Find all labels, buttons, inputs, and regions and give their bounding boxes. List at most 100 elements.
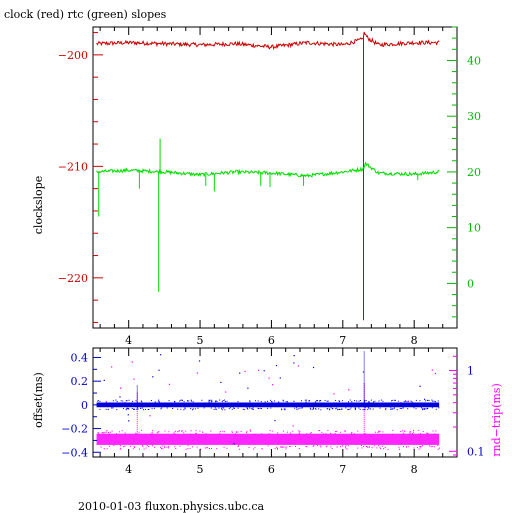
rndtrip-point — [179, 445, 181, 447]
offset-point — [284, 408, 286, 410]
offset-point — [405, 401, 407, 403]
offset-point — [338, 408, 340, 410]
offset-point — [125, 409, 127, 411]
rndtrip-point — [378, 445, 380, 447]
offset-point — [345, 407, 347, 409]
offset-point — [422, 408, 424, 410]
offset-point — [370, 399, 372, 401]
rndtrip-band — [96, 433, 440, 445]
rndtrip-point — [298, 432, 300, 434]
offset-point — [296, 407, 298, 409]
offset-outlier — [220, 381, 222, 384]
rndtrip-point — [376, 447, 378, 449]
offset-outlier — [293, 354, 295, 357]
rndtrip-point — [178, 430, 180, 432]
x-tick-label: 8 — [411, 463, 418, 476]
rndtrip-point — [402, 445, 404, 447]
rndtrip-point — [269, 430, 271, 432]
offset-point — [424, 400, 426, 402]
offset-point — [211, 399, 213, 401]
offset-point — [287, 401, 289, 403]
rndtrip-point — [173, 433, 175, 435]
rndtrip-point — [286, 446, 288, 448]
rndtrip-point — [210, 447, 212, 449]
rndtrip-point — [124, 445, 126, 447]
rndtrip-point — [185, 448, 187, 450]
rndtrip-point — [379, 446, 381, 448]
offset-point — [423, 408, 425, 410]
offset-point — [316, 399, 318, 401]
offset-point — [116, 401, 118, 403]
rndtrip-point — [381, 445, 383, 447]
rndtrip-point — [325, 446, 327, 448]
rndtrip-point — [285, 448, 287, 450]
y-tick-label: −220 — [58, 272, 88, 285]
rndtrip-point — [195, 430, 197, 432]
rndtrip-point — [146, 444, 148, 446]
rndtrip-outlier — [120, 387, 122, 389]
rndtrip-point — [312, 445, 314, 447]
y-tick-label: 0.4 — [71, 351, 89, 364]
rndtrip-point — [108, 433, 110, 435]
rndtrip-point — [365, 445, 367, 447]
rndtrip-point — [103, 432, 105, 434]
offset-point — [407, 408, 409, 410]
rndtrip-point — [318, 430, 320, 432]
offset-point — [226, 400, 228, 402]
offset-point — [335, 408, 337, 410]
offset-point — [301, 407, 303, 409]
rndtrip-point — [289, 445, 291, 447]
offset-point — [315, 408, 317, 410]
offset-point — [349, 399, 351, 401]
clock-line — [96, 31, 440, 51]
offset-point — [151, 408, 153, 410]
y-tick-label: −0.4 — [61, 446, 88, 459]
offset-point — [214, 407, 216, 409]
rndtrip-point — [437, 444, 439, 446]
y-tick-label: −210 — [58, 160, 88, 173]
rndtrip-point — [331, 448, 333, 450]
offset-point — [120, 400, 122, 402]
offset-point — [228, 408, 230, 410]
rndtrip-outlier — [292, 425, 294, 427]
rndtrip-point — [174, 446, 176, 448]
rndtrip-point — [219, 431, 221, 433]
offset-point — [426, 399, 428, 401]
rndtrip-point — [351, 432, 353, 434]
offset-point — [255, 400, 257, 402]
offset-point — [313, 407, 315, 409]
rndtrip-point — [400, 431, 402, 433]
offset-point — [391, 400, 393, 402]
offset-point — [111, 407, 113, 409]
offset-outlier — [160, 354, 162, 356]
rndtrip-point — [327, 430, 329, 432]
rtc-series — [96, 138, 440, 292]
offset-point — [194, 408, 196, 410]
offset-point — [424, 408, 426, 410]
x-tick-label: 4 — [125, 334, 132, 347]
y-tick-label: 0 — [81, 399, 88, 412]
offset-point — [364, 400, 366, 402]
offset-point — [405, 400, 407, 402]
offset-point — [308, 400, 310, 402]
offset-point — [432, 400, 434, 402]
offset-point — [392, 399, 394, 401]
offset-point — [122, 400, 124, 402]
rndtrip-point — [351, 431, 353, 433]
rndtrip-point — [199, 430, 201, 432]
offset-point — [341, 408, 343, 410]
rndtrip-point — [411, 433, 413, 435]
rndtrip-point — [118, 431, 120, 433]
rndtrip-point — [237, 431, 239, 433]
offset-point — [190, 400, 192, 402]
rndtrip-point — [320, 446, 322, 448]
rndtrip-point — [104, 431, 106, 433]
offset-point — [318, 408, 320, 410]
offset-point — [305, 401, 307, 403]
offset-point — [326, 400, 328, 402]
offset-point — [293, 400, 295, 402]
offset-point — [348, 409, 350, 411]
rndtrip-point — [306, 446, 308, 448]
rndtrip-point — [222, 430, 224, 432]
